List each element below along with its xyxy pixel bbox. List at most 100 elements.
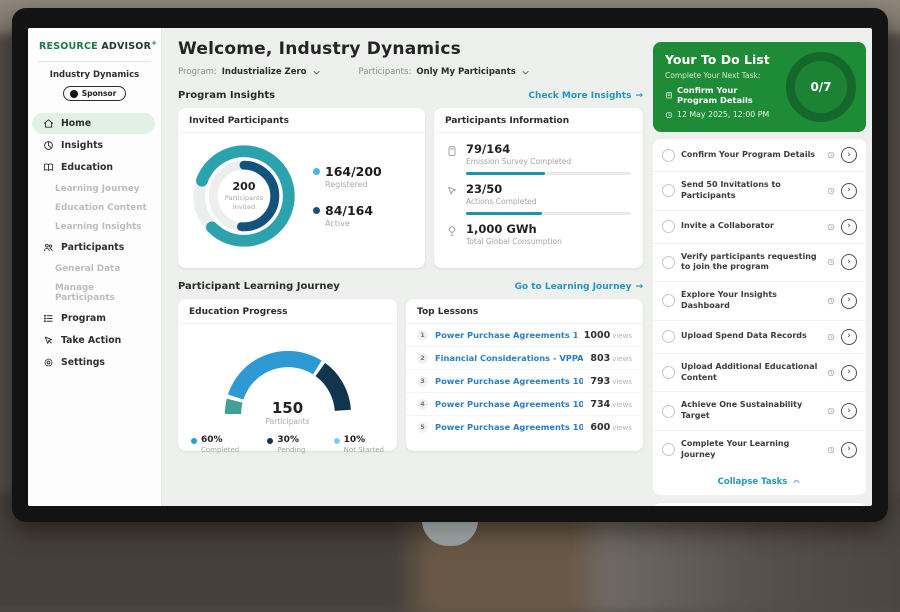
legend-dot bbox=[313, 168, 320, 175]
tasks-card: Confirm Your Program Details › Send 50 I… bbox=[653, 139, 866, 495]
lesson-link[interactable]: Power Purchase Agreements 103 bbox=[435, 422, 584, 432]
task-checkbox[interactable] bbox=[662, 294, 675, 308]
check-more-insights-link[interactable]: Check More Insights → bbox=[528, 90, 643, 101]
lesson-row[interactable]: 1 Power Purchase Agreements 101 1000 view… bbox=[406, 324, 643, 347]
task-checkbox[interactable] bbox=[662, 220, 675, 234]
survey-icon bbox=[446, 145, 458, 157]
task-row[interactable]: Upload Additional Educational Content › bbox=[653, 354, 866, 393]
task-row[interactable]: Verify participants requesting to join t… bbox=[653, 244, 866, 283]
rank-badge: 4 bbox=[417, 398, 428, 410]
task-row[interactable]: Confirm Your Program Details › bbox=[653, 139, 866, 172]
sidebar-item-manage-participants[interactable]: Manage Participants bbox=[55, 282, 115, 303]
clock-icon bbox=[827, 297, 835, 305]
todo-subtitle: Complete Your Next Task: bbox=[665, 71, 761, 80]
main-content: Welcome, Industry Dynamics Program: Indu… bbox=[162, 28, 653, 506]
participants-filter-label: Participants: bbox=[358, 67, 412, 77]
todo-title: Your To Do List bbox=[665, 52, 770, 67]
participants-information-card: Participants Information 79/164 Emission… bbox=[434, 108, 643, 268]
arrow-right-icon: → bbox=[635, 90, 643, 101]
legend-item-not-started: 10% Not Started bbox=[333, 435, 384, 454]
lesson-row[interactable]: 5 Power Purchase Agreements 103 600 views bbox=[406, 416, 643, 438]
task-row[interactable]: Send 50 Invitations to Participants › bbox=[653, 172, 866, 211]
task-row[interactable]: Explore Your Insights Dashboard › bbox=[653, 282, 866, 321]
chevron-right-icon[interactable]: › bbox=[841, 364, 857, 381]
lesson-link[interactable]: Power Purchase Agreements 102 bbox=[435, 399, 584, 409]
program-filter-value: Industrialize Zero bbox=[221, 67, 307, 77]
card-title: Education Progress bbox=[178, 299, 397, 324]
sidebar-item-home[interactable]: Home bbox=[32, 113, 155, 135]
legend-item-registered: 164/200 Registered bbox=[313, 164, 382, 189]
lesson-link[interactable]: Power Purchase Agreements 101 bbox=[435, 330, 577, 340]
home-icon bbox=[43, 119, 54, 128]
task-checkbox[interactable] bbox=[662, 443, 675, 457]
chevron-right-icon[interactable]: › bbox=[841, 328, 857, 345]
chevron-right-icon[interactable]: › bbox=[841, 292, 857, 309]
todo-next-task[interactable]: Confirm Your Program Details bbox=[665, 85, 780, 105]
recent-news-card: Recent News bbox=[653, 502, 866, 506]
app-logo: RESOURCE ADVISOR+ bbox=[39, 39, 158, 53]
rank-badge: 2 bbox=[417, 352, 428, 364]
invited-total-label: Participants Invited bbox=[224, 194, 264, 211]
chevron-right-icon[interactable]: › bbox=[841, 218, 857, 235]
participants-filter[interactable]: Participants: Only My Participants bbox=[359, 67, 530, 77]
sidebar-item-insights[interactable]: Insights bbox=[32, 135, 155, 156]
task-row[interactable]: Upload Spend Data Records › bbox=[653, 321, 866, 354]
gear-icon bbox=[44, 358, 53, 367]
stat-emission-survey: 79/164 Emission Survey Completed bbox=[445, 142, 631, 175]
chevron-right-icon[interactable]: › bbox=[841, 182, 857, 199]
sidebar-item-education-content[interactable]: Education Content bbox=[55, 202, 147, 213]
sidebar-item-settings[interactable]: Settings bbox=[32, 352, 155, 373]
chevron-right-icon[interactable]: › bbox=[841, 403, 857, 420]
todo-progress-ring: 0/7 bbox=[786, 52, 856, 122]
lesson-link[interactable]: Financial Considerations - VPPAs bbox=[435, 353, 584, 363]
lightbulb-icon bbox=[446, 225, 458, 237]
actions-icon bbox=[446, 185, 458, 197]
clock-icon bbox=[827, 446, 835, 454]
lesson-row[interactable]: 2 Financial Considerations - VPPAs 803 vi… bbox=[406, 347, 643, 370]
chevron-right-icon[interactable]: › bbox=[841, 147, 857, 163]
sidebar-item-learning-journey[interactable]: Learning Journey bbox=[55, 183, 140, 194]
task-row[interactable]: Invite a Collaborator › bbox=[653, 211, 866, 244]
education-progress-card: Education Progress 150 Participants bbox=[178, 299, 397, 454]
go-to-learning-journey-link[interactable]: Go to Learning Journey → bbox=[514, 281, 643, 292]
program-filter[interactable]: Program: Industrialize Zero bbox=[178, 67, 321, 77]
sidebar-item-education[interactable]: Education bbox=[32, 157, 155, 178]
progress-track bbox=[466, 212, 631, 215]
clock-icon bbox=[827, 407, 835, 415]
rank-badge: 5 bbox=[417, 421, 428, 433]
task-checkbox[interactable] bbox=[662, 404, 675, 418]
task-checkbox[interactable] bbox=[662, 366, 675, 380]
clock-icon bbox=[827, 258, 835, 266]
task-checkbox[interactable] bbox=[662, 255, 675, 269]
learning-journey-title: Participant Learning Journey bbox=[178, 281, 340, 292]
sidebar-item-program[interactable]: Program bbox=[32, 308, 155, 329]
chevron-right-icon[interactable]: › bbox=[841, 441, 857, 458]
card-title: Invited Participants bbox=[178, 108, 425, 133]
lesson-row[interactable]: 4 Power Purchase Agreements 102 734 views bbox=[406, 393, 643, 416]
task-checkbox[interactable] bbox=[662, 148, 675, 162]
sidebar-item-participants[interactable]: Participants bbox=[32, 237, 155, 258]
card-title: Top Lessons bbox=[406, 299, 643, 324]
sidebar-item-learning-insights[interactable]: Learning Insights bbox=[55, 221, 142, 232]
task-checkbox[interactable] bbox=[662, 330, 675, 344]
lesson-row[interactable]: 3 Power Purchase Agreements 101 793 views bbox=[406, 370, 643, 393]
sponsor-badge[interactable]: Sponsor bbox=[62, 86, 127, 102]
sidebar-item-take-action[interactable]: Take Action bbox=[32, 330, 155, 351]
task-checkbox[interactable] bbox=[662, 184, 675, 198]
lesson-link[interactable]: Power Purchase Agreements 101 bbox=[435, 376, 584, 386]
people-icon bbox=[44, 243, 53, 252]
collapse-tasks-link[interactable]: Collapse Tasks bbox=[653, 469, 866, 495]
task-row[interactable]: Achieve One Sustainability Target › bbox=[653, 392, 866, 431]
invited-total: 200 bbox=[232, 180, 256, 194]
arrow-right-icon: → bbox=[635, 281, 643, 292]
chevron-down-icon bbox=[313, 70, 320, 74]
invited-participants-card: Invited Participants 200 Participants In… bbox=[178, 108, 425, 268]
chevron-right-icon[interactable]: › bbox=[841, 254, 857, 271]
legend-dot bbox=[191, 437, 197, 444]
task-row[interactable]: Complete Your Learning Journey › bbox=[653, 431, 866, 469]
clock-icon bbox=[827, 333, 835, 341]
sidebar-item-general-data[interactable]: General Data bbox=[55, 263, 121, 274]
participants-filter-value: Only My Participants bbox=[416, 67, 516, 77]
stat-actions-completed: 23/50 Actions Completed bbox=[445, 182, 631, 215]
invited-legend: 164/200 Registered 84/164 Active bbox=[313, 164, 382, 228]
